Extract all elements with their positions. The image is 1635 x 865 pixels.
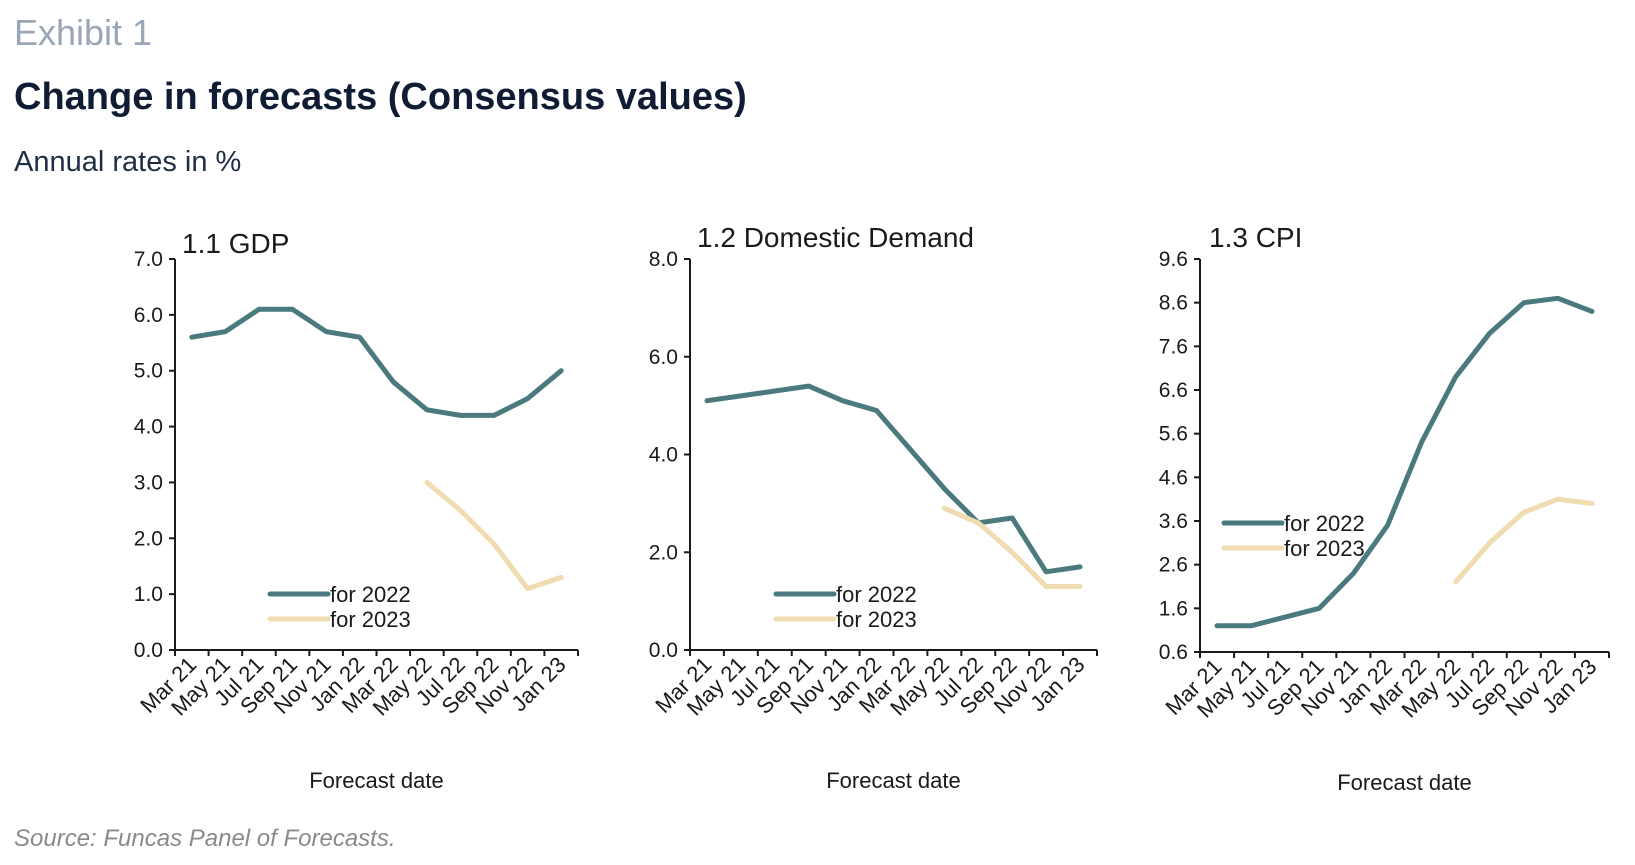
chart-title: 1.3 CPI xyxy=(1209,222,1302,253)
x-axis-label: Forecast date xyxy=(1337,770,1472,795)
legend-label: for 2022 xyxy=(836,582,917,607)
chart-title: 1.1 GDP xyxy=(182,228,289,259)
chart-title: 1.2 Domestic Demand xyxy=(697,222,974,253)
y-tick-label: 5.6 xyxy=(1159,423,1188,446)
y-tick-label: 6.0 xyxy=(134,304,163,327)
y-tick-label: 2.0 xyxy=(134,527,163,550)
y-tick-label: 2.0 xyxy=(649,541,678,564)
page-subtitle: Annual rates in % xyxy=(14,146,242,178)
source-note: Source: Funcas Panel of Forecasts. xyxy=(14,825,396,852)
y-tick-label: 6.0 xyxy=(649,346,678,369)
y-tick-label: 8.0 xyxy=(649,248,678,271)
series-line-for-2022 xyxy=(704,383,1083,575)
y-tick-label: 0.0 xyxy=(649,639,678,662)
y-tick-label: 5.0 xyxy=(134,360,163,383)
y-tick-label: 4.0 xyxy=(134,416,163,439)
y-tick-label: 0.0 xyxy=(134,639,163,662)
y-tick-label: 4.0 xyxy=(649,444,678,467)
series-line-for-2022 xyxy=(189,306,564,418)
y-tick-label: 2.6 xyxy=(1159,554,1188,577)
y-tick-label: 1.0 xyxy=(134,583,163,606)
exhibit-label: Exhibit 1 xyxy=(14,12,153,53)
x-axis-label: Forecast date xyxy=(826,768,961,793)
y-tick-label: 9.6 xyxy=(1159,248,1188,271)
legend-label: for 2022 xyxy=(330,582,411,607)
y-tick-label: 1.6 xyxy=(1159,597,1188,620)
y-tick-label: 4.6 xyxy=(1159,466,1188,489)
series-line-for-2022 xyxy=(1214,295,1595,629)
x-axis-label: Forecast date xyxy=(309,768,444,793)
page-title: Change in forecasts (Consensus values) xyxy=(14,76,747,118)
series-line-for-2023 xyxy=(424,479,564,592)
legend-label: for 2023 xyxy=(836,607,917,632)
legend-label: for 2023 xyxy=(1284,536,1365,561)
y-tick-label: 8.6 xyxy=(1159,292,1188,315)
series-line-for-2023 xyxy=(941,505,1083,589)
y-tick-label: 6.6 xyxy=(1159,379,1188,402)
y-tick-label: 7.0 xyxy=(134,248,163,271)
y-tick-label: 3.6 xyxy=(1159,510,1188,533)
y-tick-label: 0.6 xyxy=(1159,641,1188,664)
legend-label: for 2022 xyxy=(1284,511,1365,536)
chart-panel-3: 1.3 CPI0.61.62.63.64.65.66.67.68.69.6Mar… xyxy=(1159,222,1610,795)
series-line-for-2023 xyxy=(1453,496,1595,585)
y-tick-label: 7.6 xyxy=(1159,335,1188,358)
y-tick-label: 3.0 xyxy=(134,471,163,494)
legend-label: for 2023 xyxy=(330,607,411,632)
